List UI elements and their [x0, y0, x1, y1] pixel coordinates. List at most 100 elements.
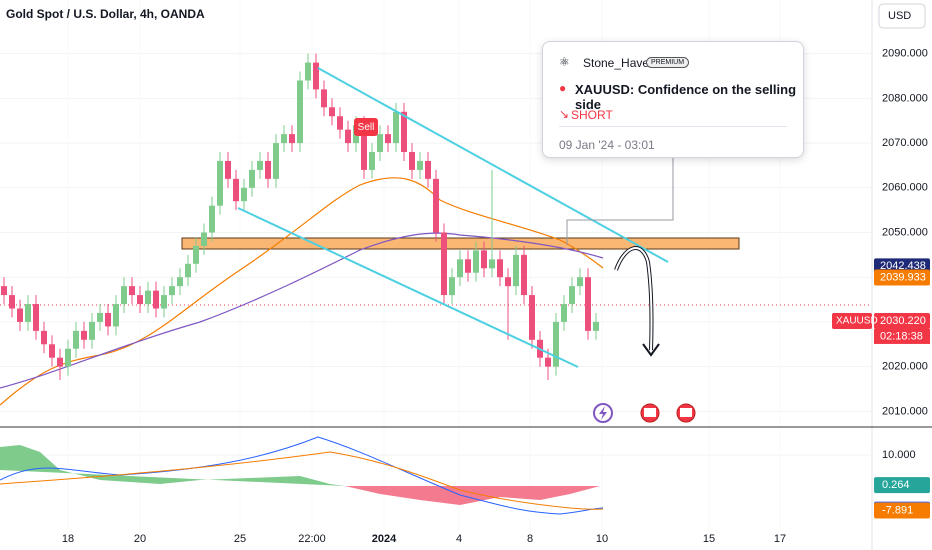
x-tick-label: 8 — [527, 533, 533, 545]
candle-body — [521, 254, 527, 296]
candle-body — [289, 134, 295, 144]
candle-body — [161, 295, 167, 309]
macd-label: -7.891 — [882, 504, 913, 516]
price-badge-label: 2042.438 — [880, 260, 926, 272]
sell-label: Sell — [358, 122, 375, 133]
event-icon — [599, 406, 607, 420]
signal-line — [0, 451, 604, 510]
candle-body — [481, 250, 487, 269]
candle-body — [193, 245, 199, 264]
price-badge-label: 2039.933 — [880, 271, 926, 283]
trend-line — [237, 207, 579, 368]
chart-title: Gold Spot / U.S. Dollar, 4h, OANDA — [6, 7, 205, 21]
candle-body — [441, 232, 447, 296]
y-tick-label: 2080.000 — [882, 92, 928, 104]
symbol-badge — [832, 312, 872, 329]
candle-body — [49, 344, 55, 358]
y-tick-label: 2060.000 — [882, 182, 928, 194]
candle-body — [25, 304, 31, 322]
idea-date: 09 Jan '24 - 03:01 — [559, 138, 655, 152]
projection-arrow — [615, 247, 653, 351]
candle-body — [361, 125, 367, 170]
candle-body — [73, 330, 79, 349]
symbol-label: XAUUSD — [836, 316, 878, 327]
x-tick-label: 4 — [456, 533, 462, 545]
candle-body — [89, 321, 95, 340]
candle-body — [337, 116, 343, 130]
candle-body — [393, 111, 399, 144]
flag — [644, 408, 656, 417]
candle-body — [225, 160, 231, 179]
candle-body — [257, 160, 263, 170]
candle-body — [121, 286, 127, 305]
avatar: ⚛ — [559, 55, 570, 69]
candle-body — [553, 321, 559, 367]
candle-body — [185, 263, 191, 278]
idea-card[interactable]: Stone_Haven ⚛ PREMIUM XAUUSD: Confidence… — [542, 41, 804, 158]
divider — [559, 126, 787, 127]
candle-body — [465, 259, 471, 273]
x-tick-label: 22:00 — [298, 533, 326, 545]
candle-body — [105, 312, 111, 327]
candle-body — [17, 308, 23, 322]
candle-body — [137, 295, 143, 305]
macd-badge — [874, 502, 930, 519]
candle-body — [425, 160, 431, 179]
macd-label: 0.264 — [882, 479, 910, 491]
y-tick-label: 2010.000 — [882, 405, 928, 417]
candle-body — [489, 259, 495, 269]
candle-body — [401, 111, 407, 153]
idea-connector — [566, 158, 674, 245]
sell-marker — [354, 118, 378, 136]
candle-body — [177, 277, 183, 287]
candle-body — [217, 160, 223, 206]
idea-title: XAUUSD: Confidence on the selling side — [575, 82, 797, 112]
candle-body — [345, 129, 351, 144]
candle-body — [529, 295, 535, 340]
price-badge-label: 2030.220 — [880, 315, 926, 327]
candle-body — [449, 277, 455, 296]
currency-button[interactable] — [878, 3, 926, 29]
moving-average — [0, 232, 604, 389]
candle-body — [585, 277, 591, 331]
candle-body — [273, 143, 279, 179]
idea-direction: SHORT — [571, 108, 613, 122]
short-icon: ↘ — [559, 107, 570, 121]
candle-body — [417, 160, 423, 170]
candle-body — [209, 205, 215, 233]
candle-body — [145, 290, 151, 305]
arrow-head — [642, 343, 660, 357]
candle-body — [329, 107, 335, 117]
candle-body — [321, 89, 327, 108]
candle-body — [201, 232, 207, 246]
x-tick-label: 15 — [703, 533, 715, 545]
candle-body — [233, 178, 239, 202]
candle-body — [561, 304, 567, 322]
premium-badge: PREMIUM — [646, 57, 690, 68]
candle-body — [81, 330, 87, 340]
candle-body — [313, 62, 319, 90]
candle-body — [153, 290, 159, 309]
candle-body — [297, 80, 303, 144]
x-tick-label: 10 — [596, 533, 608, 545]
candle-body — [129, 286, 135, 296]
macd-histogram — [345, 486, 600, 505]
macd-line — [0, 436, 604, 515]
candle-body — [545, 357, 551, 367]
resistance-zone — [181, 237, 740, 250]
candle-body — [305, 62, 311, 81]
candle-body — [57, 357, 63, 367]
candle-body — [577, 277, 583, 287]
trend-line — [317, 67, 669, 263]
candle-body — [473, 250, 479, 273]
candle-body — [41, 330, 47, 345]
candle-body — [497, 259, 503, 278]
candle-body — [369, 152, 375, 170]
y-tick-label: 2050.000 — [882, 226, 928, 238]
candle-body — [9, 295, 15, 309]
y-tick-label: 2020.000 — [882, 361, 928, 373]
candle-body — [433, 178, 439, 233]
candle-body — [409, 152, 415, 170]
price-badge — [874, 269, 930, 286]
candle-body — [385, 134, 391, 144]
